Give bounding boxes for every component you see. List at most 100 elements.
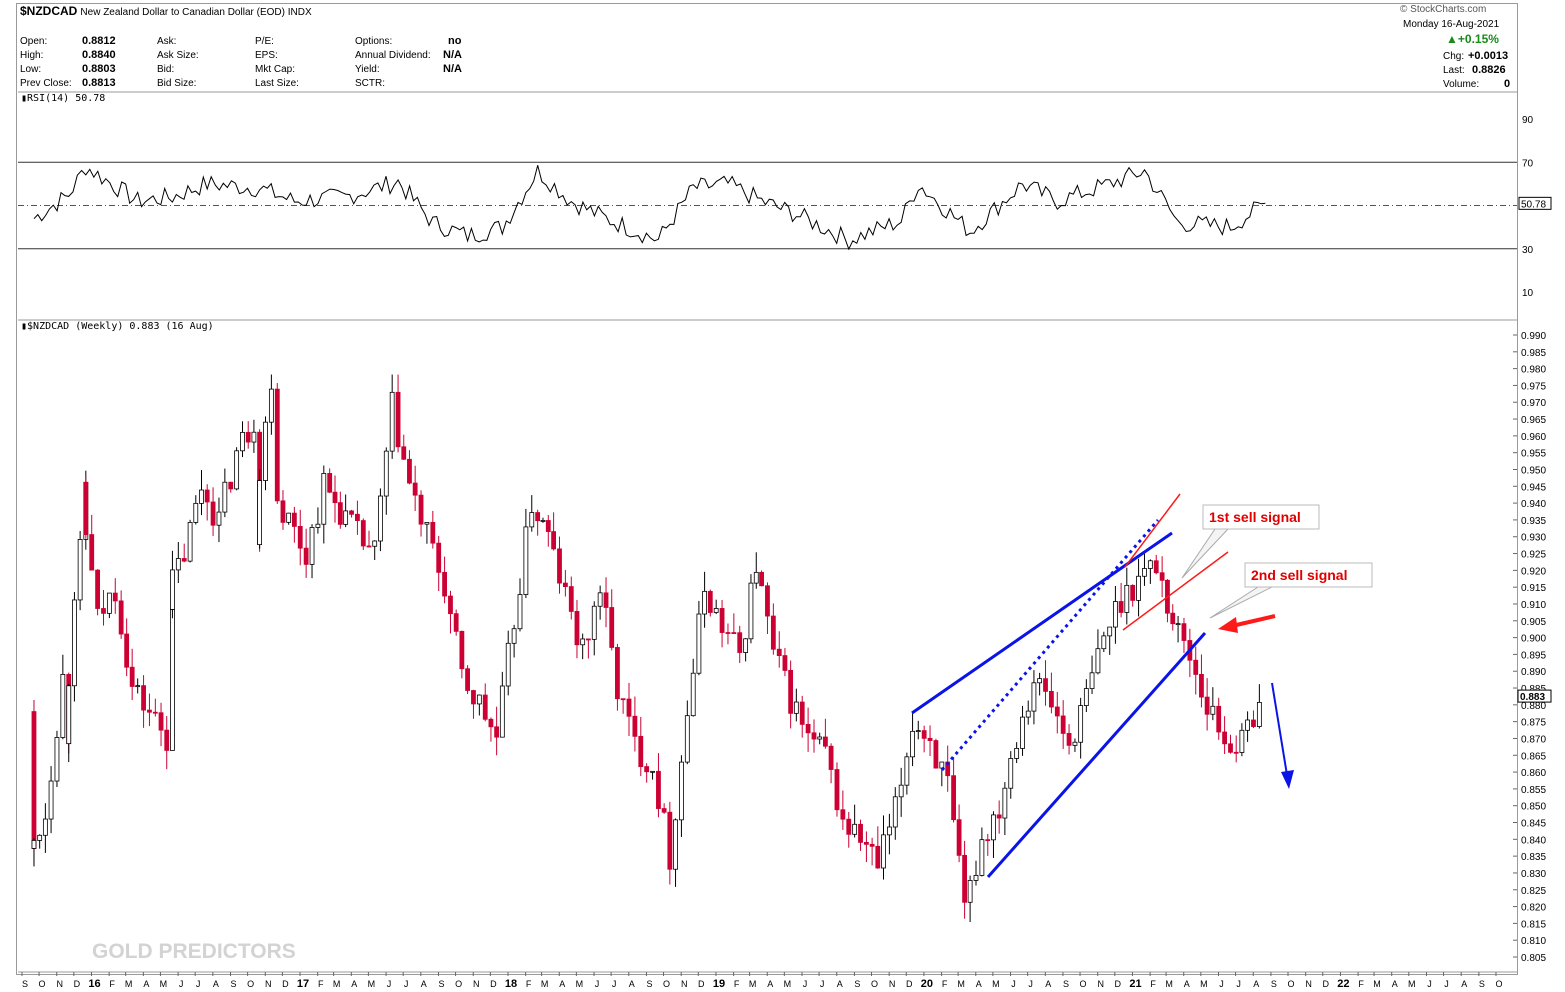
x-axis-label: N [1305, 979, 1312, 989]
candle [31, 837, 37, 867]
candle-body [822, 736, 828, 747]
candle [828, 743, 834, 784]
price-tick-label: 0.855 [1521, 785, 1546, 796]
candle-body [222, 481, 228, 513]
candle-body [817, 736, 823, 740]
open-value: 0.8812 [82, 35, 116, 47]
x-axis-label: M [1200, 979, 1208, 989]
candle-body [101, 608, 106, 614]
candle-body [1043, 678, 1048, 692]
candle [852, 804, 858, 838]
candle-body [465, 668, 470, 691]
first-sell-signal-text: 1st sell signal [1209, 509, 1301, 525]
candle-body [106, 592, 112, 614]
candle [574, 600, 580, 659]
candle [152, 698, 158, 717]
price-tick-label: 0.870 [1521, 734, 1546, 745]
options-label: Options: [355, 36, 393, 47]
candle-body [743, 638, 749, 653]
x-axis-label: A [143, 979, 149, 989]
price-current-tag-box [1517, 689, 1552, 703]
candle [898, 767, 904, 817]
candle [1072, 738, 1078, 752]
candle-body [129, 666, 135, 687]
candle-body [1130, 584, 1136, 601]
price-current-tag: 0.883 [1520, 692, 1545, 703]
x-axis-label: F [1150, 979, 1156, 989]
x-axis-label: S [438, 979, 444, 989]
candle [42, 803, 48, 853]
candle-body [274, 388, 280, 497]
candle-body [327, 473, 333, 493]
candle [343, 494, 349, 528]
candle [1136, 558, 1141, 617]
price-tick-label: 0.925 [1521, 550, 1546, 561]
candle [737, 625, 743, 663]
candle [332, 475, 338, 523]
candle-body [1107, 626, 1113, 637]
candle [1043, 660, 1048, 706]
candle-body [529, 512, 535, 528]
candle [615, 643, 620, 711]
price-tick-label: 0.915 [1521, 583, 1546, 594]
candle-body [309, 527, 315, 565]
candle-body [875, 845, 881, 869]
blue-arrow-head [1281, 770, 1294, 789]
candle-body [315, 523, 321, 528]
candle [696, 600, 702, 676]
dotted-trend-line [940, 519, 1160, 771]
options-value: no [448, 35, 462, 47]
candle-body [349, 510, 354, 515]
candle [580, 633, 586, 660]
candle-body [412, 482, 418, 496]
candle-body [430, 522, 436, 544]
candle [1256, 684, 1262, 729]
candle [95, 569, 101, 616]
candle [418, 490, 424, 537]
candle [1101, 631, 1107, 653]
price-tick-label: 0.935 [1521, 516, 1546, 527]
price-tick-label: 0.970 [1521, 398, 1546, 409]
candle [251, 419, 257, 453]
candle-body [650, 770, 655, 773]
x-axis-label: A [421, 979, 427, 989]
candle [661, 803, 667, 814]
candle [609, 589, 615, 651]
candle-body [737, 632, 743, 653]
candle [412, 465, 418, 511]
candle-body [788, 670, 794, 714]
candle [1031, 670, 1037, 725]
x-axis-label: J [1219, 979, 1224, 989]
x-axis-label: 19 [713, 978, 725, 990]
candle [321, 465, 327, 544]
candle [448, 590, 453, 634]
candle [869, 837, 875, 866]
candle [765, 582, 770, 634]
candle [956, 804, 962, 863]
candle-body [1037, 678, 1043, 684]
candle-body [770, 615, 776, 650]
candle-body [459, 630, 465, 670]
candle-body [731, 632, 737, 634]
red-wedge-lower [1122, 551, 1229, 631]
rsi-legend-icon: ▮ [21, 93, 28, 104]
price-tick-label: 0.965 [1521, 415, 1546, 426]
candle [1014, 742, 1020, 764]
candle [1147, 559, 1153, 584]
candle-body [60, 674, 66, 738]
candle [517, 578, 523, 632]
x-axis-label: D [282, 979, 289, 989]
x-axis-label: O [663, 979, 670, 989]
candle [101, 590, 106, 626]
candle-body [679, 761, 684, 821]
x-axis-label: 18 [505, 978, 517, 990]
x-axis-label: M [368, 979, 376, 989]
candle-body [979, 839, 985, 876]
x-axis-label: F [942, 979, 948, 989]
candle-body [793, 701, 799, 714]
rsi-current-tag-box [1518, 196, 1552, 210]
first-sell-signal-box [1202, 504, 1320, 530]
ask-label: Ask: [157, 36, 177, 47]
candle [494, 706, 500, 756]
